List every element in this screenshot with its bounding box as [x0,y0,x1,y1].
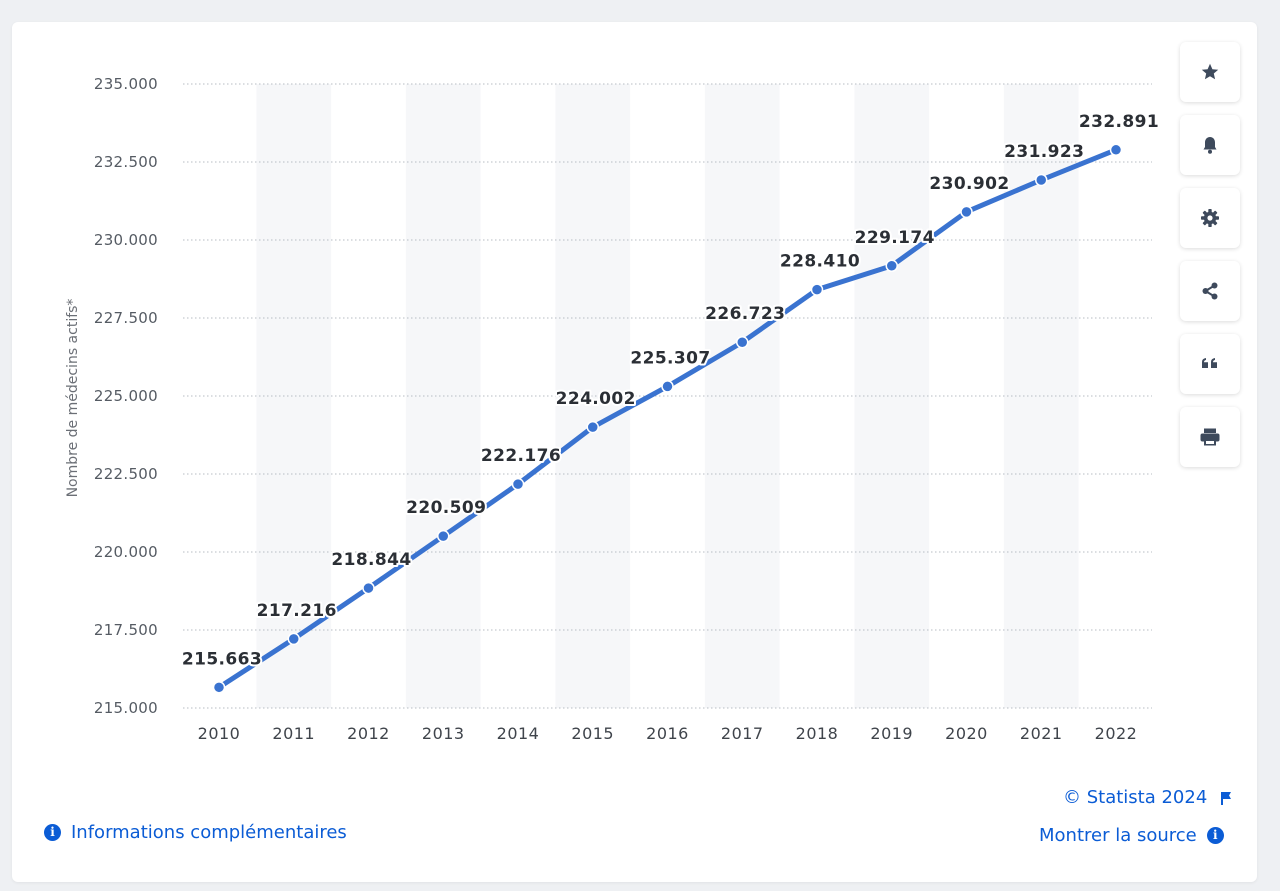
x-tick-label: 2019 [870,724,913,743]
y-tick-label: 230.000 [94,231,158,249]
column-band [256,84,332,708]
x-tick-label: 2016 [646,724,689,743]
share-icon [1202,282,1218,300]
y-tick-label: 215.000 [94,699,158,717]
statista-copyright-link[interactable]: © Statista 2024 [1063,787,1233,808]
data-label: 217.216 [257,601,337,621]
data-label: 226.723 [705,304,785,324]
data-point[interactable] [885,259,898,273]
series-line [216,147,1119,690]
data-label: 232.891 [1079,112,1159,132]
flag-icon [1221,791,1232,805]
x-tick-label: 2013 [422,724,465,743]
show-source-link[interactable]: Montrer la source i [1039,825,1224,846]
data-label: 222.176 [481,446,561,466]
more-info-label: Informations complémentaires [71,822,347,843]
star-icon [1201,63,1219,80]
data-point[interactable] [661,380,674,393]
share-button[interactable] [1180,261,1240,321]
x-tick-label: 2010 [198,724,241,743]
favorite-button[interactable] [1180,42,1240,102]
x-tick-label: 2017 [721,724,764,743]
y-tick-label: 235.000 [94,75,158,93]
bell-icon [1203,137,1217,154]
copyright-text: © Statista 2024 [1063,787,1208,808]
more-info-link[interactable]: i Informations complémentaires [44,822,347,843]
data-label: 218.844 [331,550,411,570]
print-icon [1200,428,1220,446]
y-tick-label: 232.500 [94,153,158,171]
info-icon: i [44,824,61,841]
x-tick-label: 2012 [347,724,390,743]
settings-button[interactable] [1180,188,1240,248]
show-source-label: Montrer la source [1039,825,1197,846]
info-icon: i [1206,827,1224,844]
data-label: 220.509 [406,498,486,518]
y-tick-label: 222.500 [94,465,158,483]
data-point[interactable] [960,205,973,219]
data-label: 231.923 [1004,142,1084,162]
x-tick-label: 2020 [945,724,988,743]
data-point[interactable] [287,632,300,646]
data-label: 215.663 [182,649,262,669]
notification-button[interactable] [1180,115,1240,175]
data-point[interactable] [511,477,525,491]
data-point[interactable] [212,681,226,694]
y-tick-label: 220.000 [94,543,158,561]
gear-icon [1201,209,1219,227]
print-button[interactable] [1180,407,1240,467]
data-point[interactable] [362,581,375,595]
x-tick-label: 2014 [497,724,540,743]
data-point[interactable] [586,420,599,434]
x-tick-label: 2011 [272,724,315,743]
x-tick-label: 2018 [796,724,839,743]
quote-icon [1202,358,1217,368]
y-axis-label: Nombre de médecins actifs* [65,299,81,498]
data-label: 229.174 [855,228,935,248]
y-tick-label: 225.000 [94,387,158,405]
y-tick-label: 217.500 [94,621,158,639]
data-label: 228.410 [780,252,860,272]
cite-button[interactable] [1180,334,1240,394]
data-point[interactable] [810,283,824,296]
x-tick-label: 2021 [1020,724,1063,743]
x-tick-label: 2015 [571,724,614,743]
data-label: 230.902 [929,174,1009,194]
data-point[interactable] [437,529,450,543]
data-label: 224.002 [556,389,636,409]
data-label: 225.307 [630,348,710,368]
data-point[interactable] [736,335,749,349]
y-tick-label: 227.500 [94,309,158,327]
data-point[interactable] [1109,143,1123,157]
x-tick-label: 2022 [1095,724,1138,743]
data-point[interactable] [1035,173,1048,187]
